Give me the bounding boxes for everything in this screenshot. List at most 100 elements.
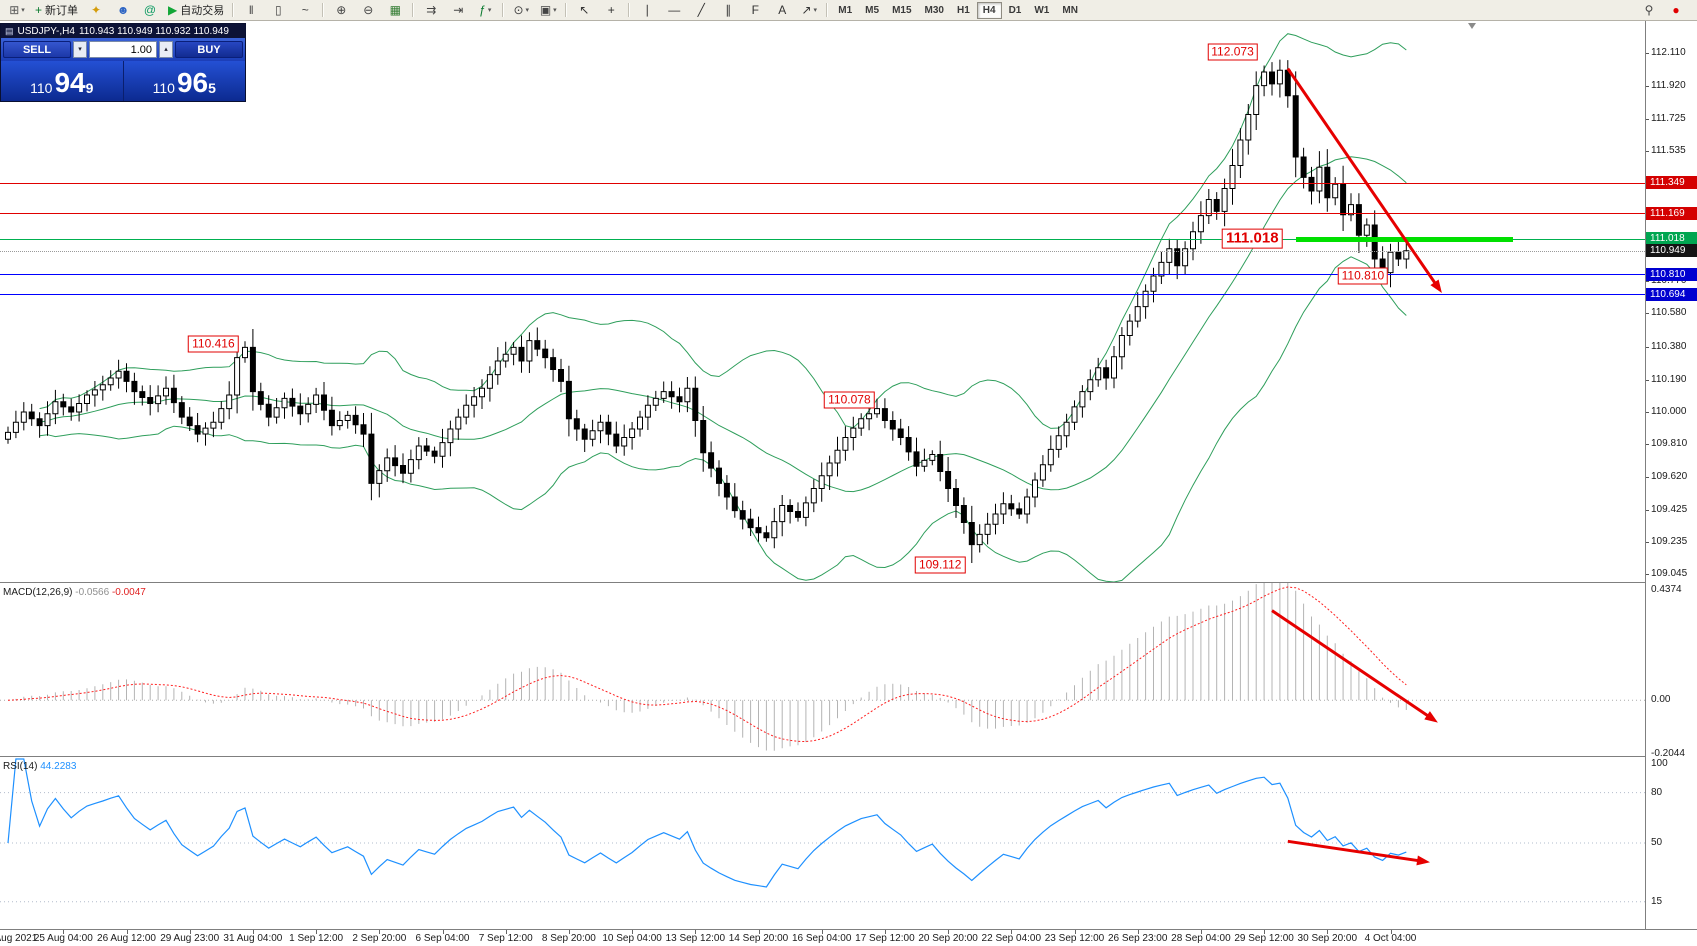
- ask-price[interactable]: 110 96 5: [124, 61, 246, 101]
- templates-button[interactable]: ▣ ▾: [535, 1, 561, 20]
- periods-icon: ⊙: [513, 3, 524, 17]
- toolbar-group: ⇉ ⇥ ƒ ▾: [418, 1, 498, 20]
- arrows-tool-button[interactable]: ↗ ▾: [796, 1, 822, 20]
- indicators-list-icon: ƒ: [479, 3, 486, 17]
- vertical-line-tool-button[interactable]: ∣: [634, 1, 660, 20]
- swing-high-label-sep[interactable]: 110.078: [824, 391, 875, 409]
- search-button[interactable]: ⚲: [1636, 1, 1662, 20]
- price-tick-dash: [1646, 151, 1649, 153]
- profile-button[interactable]: ☻: [110, 1, 136, 20]
- zoom-in-icon: ⊕: [336, 3, 347, 17]
- horizontal-level-line[interactable]: [0, 238, 1645, 240]
- tf-d1-button[interactable]: D1: [1008, 4, 1022, 16]
- tf-m1-button[interactable]: M1: [838, 4, 853, 16]
- sell-button[interactable]: SELL: [3, 41, 71, 58]
- time-tick: [379, 930, 381, 934]
- text-tool-icon: A: [778, 3, 787, 17]
- tf-w1-button[interactable]: W1: [1034, 4, 1050, 16]
- macd-main-value: -0.0566: [75, 587, 110, 598]
- time-label: 25 Aug 04:00: [33, 933, 93, 944]
- rsi-panel[interactable]: [0, 757, 1645, 929]
- support-price-label[interactable]: 110.810: [1337, 267, 1389, 285]
- price-tick-dash: [1646, 574, 1649, 576]
- horizontal-level-line[interactable]: [0, 274, 1645, 276]
- horizontal-level-line[interactable]: [0, 213, 1645, 215]
- cursor-button[interactable]: ↖: [571, 1, 597, 20]
- low-price-label[interactable]: 109.112: [914, 556, 966, 574]
- swing-high-label-aug[interactable]: 110.416: [188, 335, 239, 353]
- new-order-label: 新订单: [45, 5, 79, 17]
- buy-button[interactable]: BUY: [175, 41, 243, 58]
- price-tick: 112.110: [1651, 47, 1686, 59]
- price-tick: 110.580: [1651, 307, 1687, 319]
- metaeditor-button[interactable]: ✦: [83, 1, 109, 20]
- auto-scroll-button[interactable]: ⇉: [418, 1, 444, 20]
- tf-h1-button[interactable]: H1: [956, 4, 970, 16]
- volume-down-button[interactable]: ▾: [73, 41, 87, 58]
- periods-button[interactable]: ⊙ ▾: [508, 1, 534, 20]
- price-chart[interactable]: [0, 21, 1645, 582]
- chart-shift-button[interactable]: ⇥: [445, 1, 471, 20]
- new-order-button[interactable]: + 新订单: [31, 1, 82, 20]
- fibonacci-tool-button[interactable]: F: [742, 1, 768, 20]
- resistance-price-label[interactable]: 111.018: [1222, 228, 1283, 249]
- macd-panel[interactable]: [0, 583, 1645, 756]
- horizontal-line-tool-icon: ―: [668, 3, 681, 17]
- horizontal-level-line[interactable]: [0, 182, 1645, 184]
- autotrading-button[interactable]: ▶ 自动交易: [164, 1, 228, 20]
- time-tick: [948, 930, 950, 934]
- notifications-icon: ●: [1672, 3, 1680, 17]
- high-price-label[interactable]: 112.073: [1207, 43, 1258, 61]
- time-tick: [1390, 930, 1392, 934]
- price-axis[interactable]: 112.110111.920111.725111.535110.770110.5…: [1645, 21, 1697, 929]
- price-tick: 109.810: [1651, 438, 1688, 450]
- line-chart-mode-button[interactable]: ~: [292, 1, 318, 20]
- zoom-out-icon: ⊖: [363, 3, 374, 17]
- volume-input[interactable]: [89, 41, 157, 58]
- indicators-list-button[interactable]: ƒ ▾: [472, 1, 498, 20]
- community-button[interactable]: @: [137, 1, 163, 20]
- time-label: 16 Sep 04:00: [791, 933, 852, 944]
- bar-chart-mode-button[interactable]: ‖: [238, 1, 264, 20]
- panel-separator[interactable]: [0, 756, 1697, 757]
- rsi-axis-label: 80: [1651, 786, 1663, 798]
- trendline-tool-button[interactable]: ╱: [688, 1, 714, 20]
- rsi-indicator-label: RSI(14) 44.2283: [3, 761, 76, 772]
- time-label: 20 Sep 20:00: [918, 933, 978, 944]
- thick-support-line[interactable]: [1295, 236, 1513, 242]
- tile-windows-button[interactable]: ▦: [382, 1, 408, 20]
- toolbar-separator: [412, 3, 415, 17]
- chart-window[interactable]: 112.110111.920111.725111.535110.770110.5…: [0, 21, 1697, 946]
- zoom-in-button[interactable]: ⊕: [328, 1, 354, 20]
- time-tick: [1200, 930, 1202, 934]
- line-chart-mode-icon: ~: [301, 3, 309, 17]
- tf-m5-button[interactable]: M5: [865, 4, 880, 16]
- channel-tool-button[interactable]: ∥: [715, 1, 741, 20]
- templates-icon: ▣: [539, 3, 552, 17]
- chart-shift-marker[interactable]: [1468, 23, 1476, 29]
- auto-scroll-icon: ⇉: [426, 3, 437, 17]
- volume-up-button[interactable]: ▴: [159, 41, 173, 58]
- bid-prefix: 110: [30, 80, 53, 96]
- crosshair-button[interactable]: +: [598, 1, 624, 20]
- time-tick: [1074, 930, 1076, 934]
- toolbar-separator: [565, 3, 568, 17]
- crosshair-icon: +: [607, 3, 615, 17]
- zoom-out-button[interactable]: ⊖: [355, 1, 381, 20]
- tf-m30-button[interactable]: M30: [924, 4, 944, 16]
- panel-separator[interactable]: [0, 582, 1697, 583]
- candlestick-mode-button[interactable]: ▯: [265, 1, 291, 20]
- community-icon: @: [143, 3, 157, 17]
- new-chart-button[interactable]: ⊞ ▾: [4, 1, 30, 20]
- tf-h4-button[interactable]: H4: [976, 1, 1002, 19]
- horizontal-level-line[interactable]: [0, 294, 1645, 295]
- bid-price[interactable]: 110 94 9: [1, 61, 124, 101]
- horizontal-line-tool-button[interactable]: ―: [661, 1, 687, 20]
- tf-m15-button[interactable]: M15: [892, 4, 912, 16]
- notifications-button[interactable]: ●: [1663, 1, 1689, 20]
- time-label: 13 Sep 12:00: [665, 933, 726, 944]
- tf-mn-button[interactable]: MN: [1062, 4, 1078, 16]
- macd-name: MACD(12,26,9): [3, 587, 73, 598]
- text-tool-button[interactable]: A: [769, 1, 795, 20]
